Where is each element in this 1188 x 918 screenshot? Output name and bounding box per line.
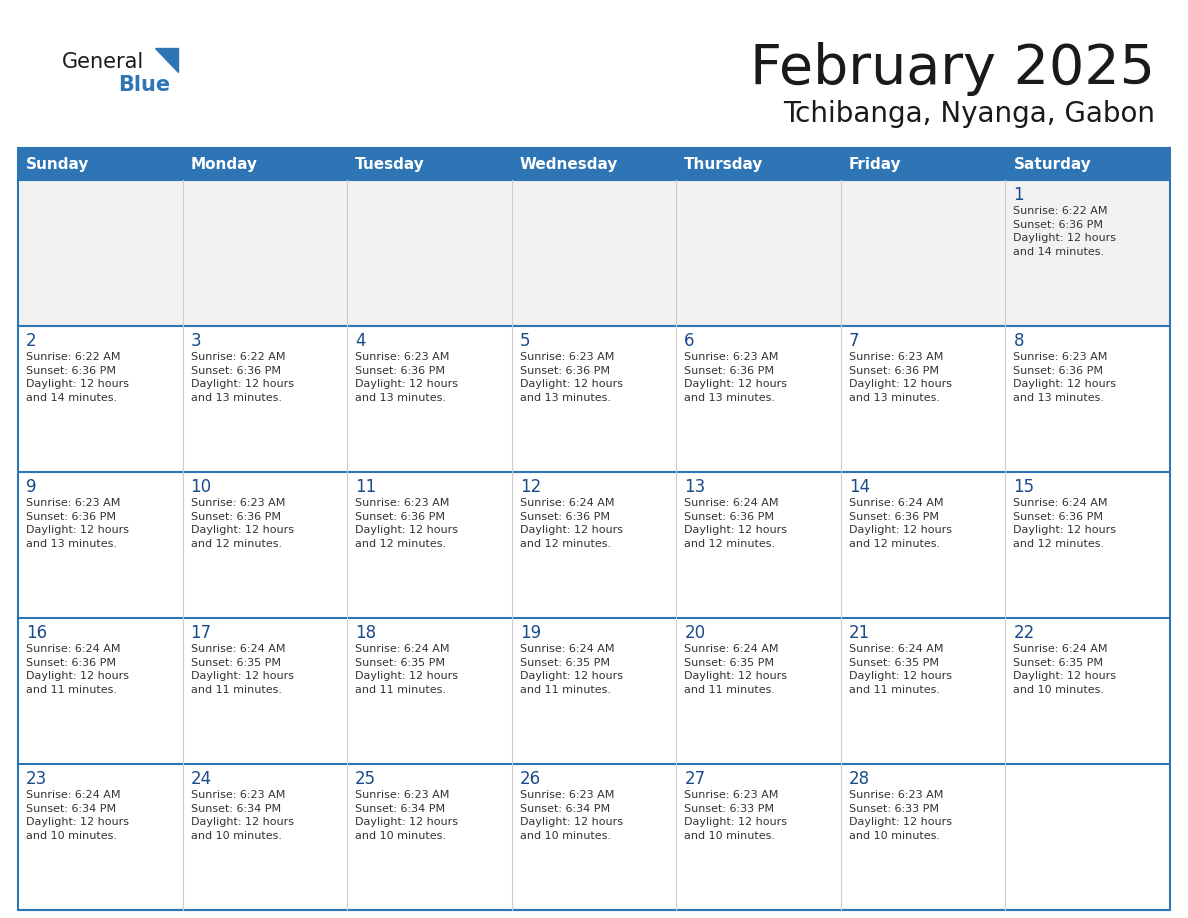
- Bar: [18, 618, 1170, 764]
- Text: 23: 23: [26, 770, 48, 788]
- Text: Monday: Monday: [190, 156, 258, 172]
- Text: Sunrise: 6:24 AM
Sunset: 6:35 PM
Daylight: 12 hours
and 11 minutes.: Sunrise: 6:24 AM Sunset: 6:35 PM Dayligh…: [519, 644, 623, 695]
- Text: 24: 24: [190, 770, 211, 788]
- Text: 21: 21: [849, 624, 870, 642]
- Text: 22: 22: [1013, 624, 1035, 642]
- Text: Sunrise: 6:23 AM
Sunset: 6:36 PM
Daylight: 12 hours
and 12 minutes.: Sunrise: 6:23 AM Sunset: 6:36 PM Dayligh…: [355, 498, 459, 549]
- Text: 26: 26: [519, 770, 541, 788]
- Text: Sunrise: 6:23 AM
Sunset: 6:34 PM
Daylight: 12 hours
and 10 minutes.: Sunrise: 6:23 AM Sunset: 6:34 PM Dayligh…: [190, 790, 293, 841]
- Text: Blue: Blue: [118, 75, 170, 95]
- Text: Sunrise: 6:24 AM
Sunset: 6:36 PM
Daylight: 12 hours
and 12 minutes.: Sunrise: 6:24 AM Sunset: 6:36 PM Dayligh…: [1013, 498, 1117, 549]
- Text: 28: 28: [849, 770, 870, 788]
- Text: 15: 15: [1013, 478, 1035, 496]
- Text: Sunrise: 6:23 AM
Sunset: 6:36 PM
Daylight: 12 hours
and 12 minutes.: Sunrise: 6:23 AM Sunset: 6:36 PM Dayligh…: [190, 498, 293, 549]
- Text: 19: 19: [519, 624, 541, 642]
- Text: Sunday: Sunday: [26, 156, 89, 172]
- Text: 25: 25: [355, 770, 377, 788]
- Text: Sunrise: 6:23 AM
Sunset: 6:36 PM
Daylight: 12 hours
and 13 minutes.: Sunrise: 6:23 AM Sunset: 6:36 PM Dayligh…: [355, 352, 459, 403]
- Text: Friday: Friday: [849, 156, 902, 172]
- Text: Sunrise: 6:23 AM
Sunset: 6:36 PM
Daylight: 12 hours
and 13 minutes.: Sunrise: 6:23 AM Sunset: 6:36 PM Dayligh…: [26, 498, 129, 549]
- Text: Sunrise: 6:23 AM
Sunset: 6:36 PM
Daylight: 12 hours
and 13 minutes.: Sunrise: 6:23 AM Sunset: 6:36 PM Dayligh…: [519, 352, 623, 403]
- Text: February 2025: February 2025: [750, 42, 1155, 96]
- Text: 16: 16: [26, 624, 48, 642]
- Text: Sunrise: 6:24 AM
Sunset: 6:36 PM
Daylight: 12 hours
and 12 minutes.: Sunrise: 6:24 AM Sunset: 6:36 PM Dayligh…: [684, 498, 788, 549]
- Text: 8: 8: [1013, 332, 1024, 350]
- Text: Sunrise: 6:24 AM
Sunset: 6:36 PM
Daylight: 12 hours
and 12 minutes.: Sunrise: 6:24 AM Sunset: 6:36 PM Dayligh…: [519, 498, 623, 549]
- Text: Sunrise: 6:24 AM
Sunset: 6:35 PM
Daylight: 12 hours
and 11 minutes.: Sunrise: 6:24 AM Sunset: 6:35 PM Dayligh…: [190, 644, 293, 695]
- Text: Sunrise: 6:23 AM
Sunset: 6:33 PM
Daylight: 12 hours
and 10 minutes.: Sunrise: 6:23 AM Sunset: 6:33 PM Dayligh…: [684, 790, 788, 841]
- Polygon shape: [154, 48, 178, 72]
- Text: Sunrise: 6:24 AM
Sunset: 6:36 PM
Daylight: 12 hours
and 12 minutes.: Sunrise: 6:24 AM Sunset: 6:36 PM Dayligh…: [849, 498, 952, 549]
- Text: Sunrise: 6:23 AM
Sunset: 6:36 PM
Daylight: 12 hours
and 13 minutes.: Sunrise: 6:23 AM Sunset: 6:36 PM Dayligh…: [849, 352, 952, 403]
- Text: 11: 11: [355, 478, 377, 496]
- Text: 9: 9: [26, 478, 37, 496]
- Bar: [18, 180, 1170, 326]
- Text: Sunrise: 6:22 AM
Sunset: 6:36 PM
Daylight: 12 hours
and 14 minutes.: Sunrise: 6:22 AM Sunset: 6:36 PM Dayligh…: [1013, 206, 1117, 257]
- Text: Saturday: Saturday: [1013, 156, 1092, 172]
- Text: Tuesday: Tuesday: [355, 156, 425, 172]
- Text: Sunrise: 6:23 AM
Sunset: 6:33 PM
Daylight: 12 hours
and 10 minutes.: Sunrise: 6:23 AM Sunset: 6:33 PM Dayligh…: [849, 790, 952, 841]
- Text: 5: 5: [519, 332, 530, 350]
- Bar: [18, 148, 1170, 910]
- Text: 14: 14: [849, 478, 870, 496]
- Text: Tchibanga, Nyanga, Gabon: Tchibanga, Nyanga, Gabon: [783, 100, 1155, 128]
- Text: 17: 17: [190, 624, 211, 642]
- Text: Sunrise: 6:24 AM
Sunset: 6:35 PM
Daylight: 12 hours
and 10 minutes.: Sunrise: 6:24 AM Sunset: 6:35 PM Dayligh…: [1013, 644, 1117, 695]
- Text: Wednesday: Wednesday: [519, 156, 618, 172]
- Text: Sunrise: 6:24 AM
Sunset: 6:35 PM
Daylight: 12 hours
and 11 minutes.: Sunrise: 6:24 AM Sunset: 6:35 PM Dayligh…: [684, 644, 788, 695]
- Text: 7: 7: [849, 332, 859, 350]
- Text: 20: 20: [684, 624, 706, 642]
- Text: 18: 18: [355, 624, 377, 642]
- Text: Thursday: Thursday: [684, 156, 764, 172]
- Bar: [18, 472, 1170, 618]
- Text: 6: 6: [684, 332, 695, 350]
- Text: Sunrise: 6:22 AM
Sunset: 6:36 PM
Daylight: 12 hours
and 14 minutes.: Sunrise: 6:22 AM Sunset: 6:36 PM Dayligh…: [26, 352, 129, 403]
- Bar: [18, 326, 1170, 472]
- Text: Sunrise: 6:23 AM
Sunset: 6:34 PM
Daylight: 12 hours
and 10 minutes.: Sunrise: 6:23 AM Sunset: 6:34 PM Dayligh…: [355, 790, 459, 841]
- Text: 2: 2: [26, 332, 37, 350]
- Text: Sunrise: 6:23 AM
Sunset: 6:36 PM
Daylight: 12 hours
and 13 minutes.: Sunrise: 6:23 AM Sunset: 6:36 PM Dayligh…: [1013, 352, 1117, 403]
- Text: 12: 12: [519, 478, 541, 496]
- Text: Sunrise: 6:23 AM
Sunset: 6:34 PM
Daylight: 12 hours
and 10 minutes.: Sunrise: 6:23 AM Sunset: 6:34 PM Dayligh…: [519, 790, 623, 841]
- Text: 27: 27: [684, 770, 706, 788]
- Text: 13: 13: [684, 478, 706, 496]
- Text: Sunrise: 6:23 AM
Sunset: 6:36 PM
Daylight: 12 hours
and 13 minutes.: Sunrise: 6:23 AM Sunset: 6:36 PM Dayligh…: [684, 352, 788, 403]
- Text: Sunrise: 6:24 AM
Sunset: 6:36 PM
Daylight: 12 hours
and 11 minutes.: Sunrise: 6:24 AM Sunset: 6:36 PM Dayligh…: [26, 644, 129, 695]
- Text: Sunrise: 6:24 AM
Sunset: 6:35 PM
Daylight: 12 hours
and 11 minutes.: Sunrise: 6:24 AM Sunset: 6:35 PM Dayligh…: [849, 644, 952, 695]
- Bar: [18, 764, 1170, 910]
- Text: Sunrise: 6:24 AM
Sunset: 6:34 PM
Daylight: 12 hours
and 10 minutes.: Sunrise: 6:24 AM Sunset: 6:34 PM Dayligh…: [26, 790, 129, 841]
- Bar: [18, 148, 1170, 180]
- Text: Sunrise: 6:22 AM
Sunset: 6:36 PM
Daylight: 12 hours
and 13 minutes.: Sunrise: 6:22 AM Sunset: 6:36 PM Dayligh…: [190, 352, 293, 403]
- Text: 10: 10: [190, 478, 211, 496]
- Text: Sunrise: 6:24 AM
Sunset: 6:35 PM
Daylight: 12 hours
and 11 minutes.: Sunrise: 6:24 AM Sunset: 6:35 PM Dayligh…: [355, 644, 459, 695]
- Text: 3: 3: [190, 332, 201, 350]
- Text: 1: 1: [1013, 186, 1024, 204]
- Text: General: General: [62, 52, 144, 72]
- Text: 4: 4: [355, 332, 366, 350]
